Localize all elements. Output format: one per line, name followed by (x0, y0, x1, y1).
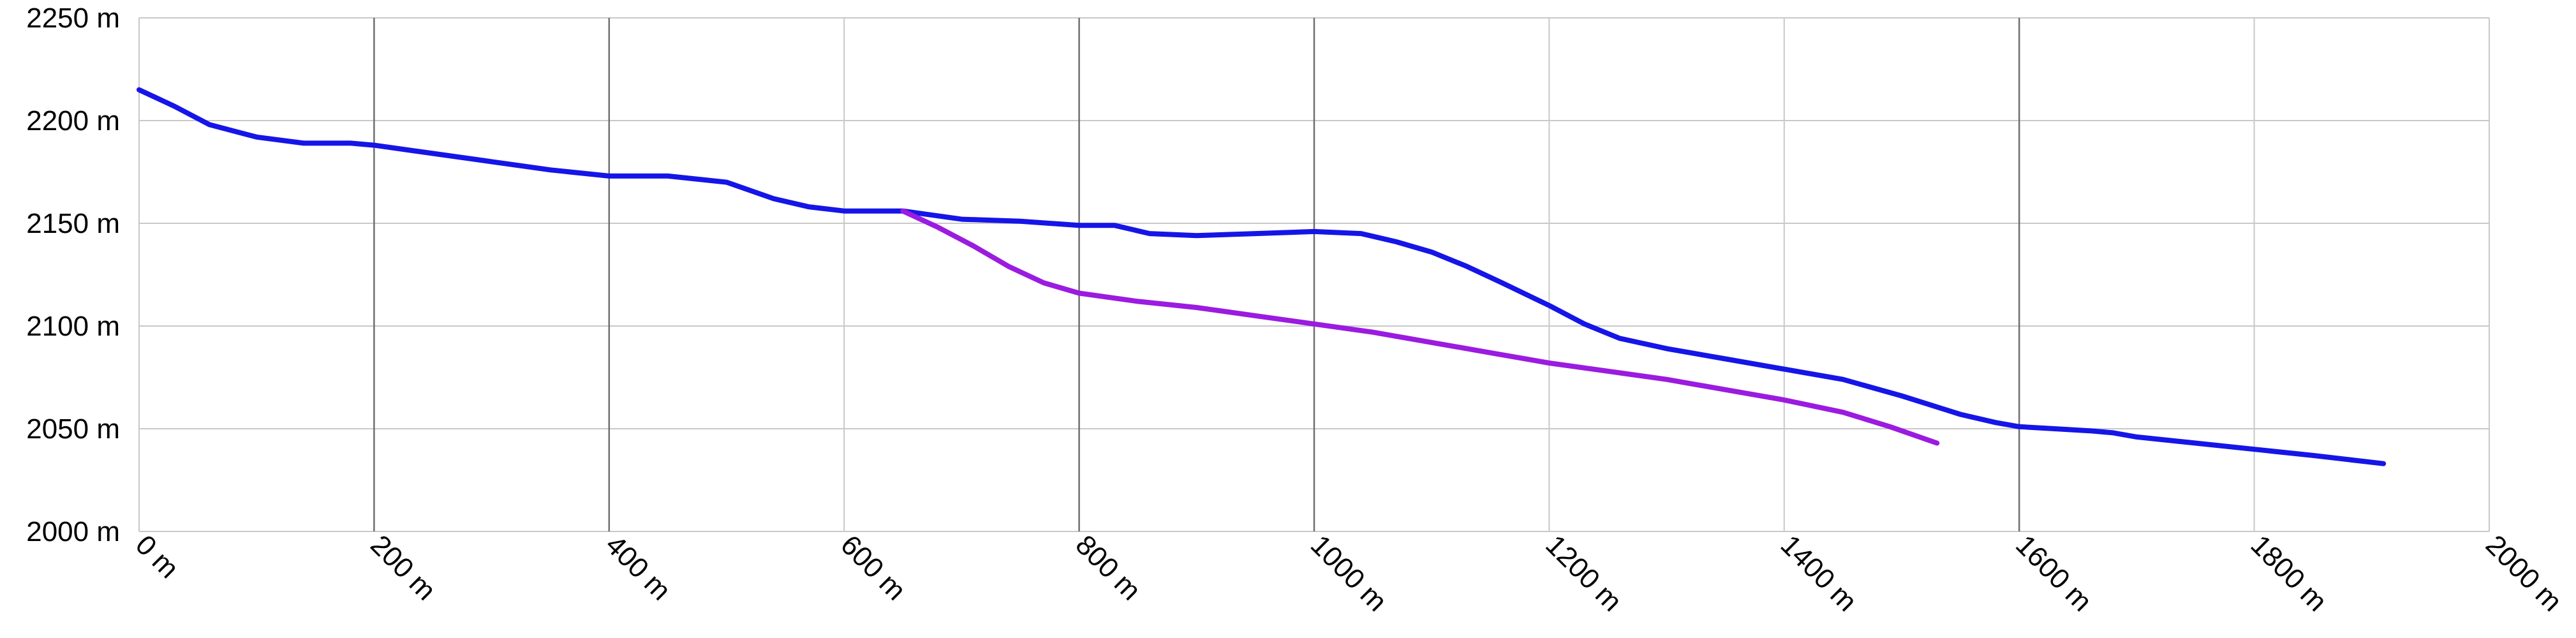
series-line-2 (900, 208, 1940, 446)
y-tick-label: 2150 m (26, 208, 120, 239)
x-tick-label: 600 m (834, 529, 912, 606)
series-line-1 (137, 87, 2387, 466)
y-tick-label: 2100 m (26, 311, 120, 342)
y-tick-label: 2250 m (26, 3, 120, 34)
x-tick-label: 1600 m (2010, 529, 2098, 617)
grid-layer (138, 17, 2490, 532)
x-tick-label: 1000 m (1305, 529, 1393, 617)
series-layer (137, 87, 2387, 466)
x-tick-label: 1800 m (2245, 529, 2333, 617)
x-tick-label: 1400 m (1775, 529, 1863, 617)
y-tick-label: 2050 m (26, 413, 120, 445)
x-tick-label: 2000 m (2480, 529, 2568, 617)
y-tick-label: 2200 m (26, 105, 120, 137)
y-tick-label: 2000 m (26, 516, 120, 547)
x-tick-label: 0 m (130, 529, 185, 584)
x-tick-label: 800 m (1070, 529, 1147, 606)
x-tick-label: 200 m (364, 529, 441, 606)
axis-label-layer: 2000 m 2050 m 2100 m 2150 m 2200 m 2250 m 0 m 2… (26, 3, 2568, 618)
x-tick-label: 400 m (600, 529, 677, 606)
x-tick-label: 1200 m (1539, 529, 1627, 617)
